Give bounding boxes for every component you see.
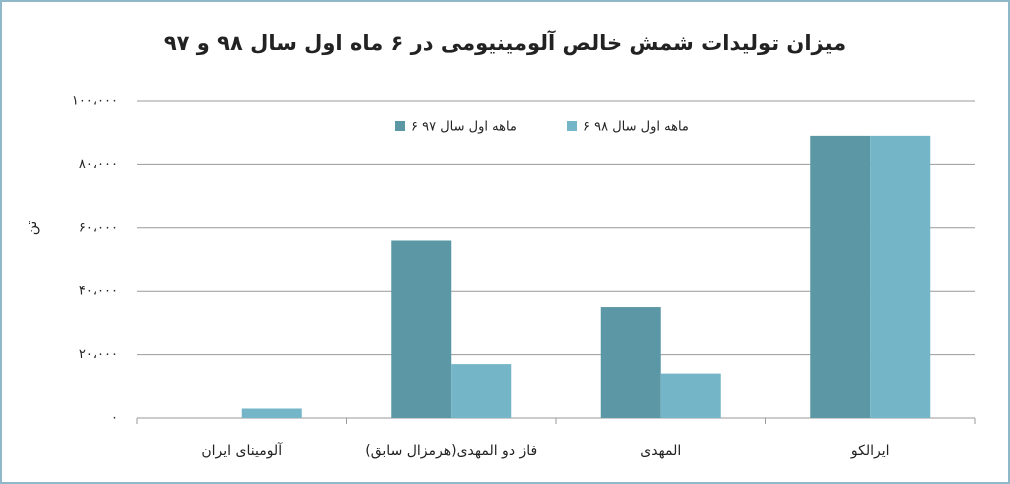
x-tick-label: فاز دو المهدی(هرمزال سابق) bbox=[365, 443, 537, 459]
bar bbox=[241, 408, 302, 418]
x-tick-label: المهدی bbox=[640, 443, 681, 459]
bar bbox=[600, 307, 661, 418]
legend-swatch bbox=[395, 121, 405, 131]
legend-label: ۶ ماهه اول سال ۹۸ bbox=[583, 120, 689, 135]
legend-label: ۶ ماهه اول سال ۹۷ bbox=[411, 120, 517, 135]
y-tick-label: ۸۰،۰۰۰ bbox=[79, 157, 118, 172]
chart-title: میزان تولیدات شمش خالص آلومینیومی در ۶ م… bbox=[164, 30, 846, 55]
y-tick-label: ۶۰،۰۰۰ bbox=[79, 220, 118, 235]
bar bbox=[451, 364, 512, 418]
bar bbox=[810, 135, 871, 418]
legend-swatch bbox=[567, 121, 577, 131]
bar bbox=[870, 135, 931, 418]
y-tick-label: ۴۰،۰۰۰ bbox=[79, 284, 118, 299]
y-axis-label: تن bbox=[24, 221, 40, 236]
y-tick-label: ۰ bbox=[111, 411, 118, 426]
bar bbox=[660, 373, 721, 418]
y-tick-label: ۲۰،۰۰۰ bbox=[79, 347, 118, 362]
x-tick-label: آلومینای ایران bbox=[201, 442, 283, 459]
y-tick-label: ۱۰۰،۰۰۰ bbox=[72, 94, 118, 109]
bar bbox=[391, 240, 452, 418]
x-tick-label: ایرالکو bbox=[850, 443, 890, 459]
